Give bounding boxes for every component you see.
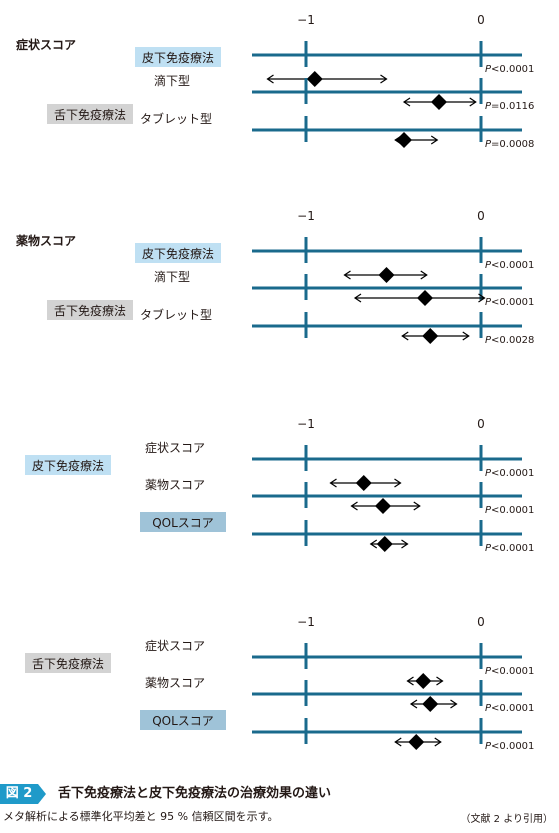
p-value-label: P<0.0001	[485, 741, 534, 752]
group-label-sublingual-box	[47, 104, 133, 124]
tick-label-zero: 0	[477, 615, 485, 629]
estimate-diamond	[396, 132, 412, 148]
ci-arrow-left-icon	[406, 676, 414, 686]
row-label-qol-box	[140, 512, 226, 532]
row-label-qol-box	[140, 710, 226, 730]
group-label-subcutaneous-box	[135, 47, 221, 67]
ci-arrow-left-icon	[353, 293, 362, 303]
row-label: 薬物スコア	[145, 676, 205, 690]
p-value-label: P<0.0001	[485, 703, 534, 714]
estimate-diamond	[417, 290, 433, 306]
estimate-diamond	[375, 498, 391, 514]
group-label-sublingual-box	[47, 300, 133, 320]
group-label-sublingual: 舌下免疫療法	[32, 656, 104, 671]
p-value-label: P<0.0001	[485, 64, 534, 75]
estimate-diamond	[378, 267, 395, 283]
p-value-label: P<0.0001	[485, 297, 534, 308]
estimate-diamond	[355, 475, 372, 491]
ci-arrow-right-icon	[380, 74, 388, 84]
tick-label-zero: 0	[477, 417, 485, 431]
ci-arrow-right-icon	[436, 676, 444, 686]
group-label-subcutaneous-box	[135, 243, 221, 263]
p-value-label: P<0.0001	[485, 260, 534, 271]
figure-source: （文献 2 より引用）	[460, 814, 553, 825]
figure-title: 舌下免疫療法と皮下免疫療法の治療効果の違い	[58, 786, 332, 801]
ci-arrow-left-icon	[402, 97, 411, 107]
p-value-label: P<0.0001	[485, 666, 534, 677]
row-label: 滴下型	[154, 73, 190, 88]
ci-arrow-right-icon	[413, 501, 421, 511]
row-label: タブレット型	[140, 111, 212, 126]
figure-caption: メタ解析による標準化平均差と 95 % 信頼区間を示す。	[3, 810, 279, 823]
ci-arrow-right-icon	[469, 97, 477, 107]
group-label-sublingual: 舌下免疫療法	[54, 107, 126, 122]
ci-arrow-left-icon	[343, 270, 351, 280]
estimate-diamond	[415, 673, 432, 689]
figure-title-bar: 図 2 舌下免疫療法と皮下免疫療法の治療効果の違い	[0, 784, 559, 806]
p-value-label: P<0.0001	[485, 543, 534, 554]
p-value-label: P<0.0001	[485, 468, 534, 479]
tick-label-minus-1: −1	[297, 417, 315, 431]
tick-label-minus-1: −1	[297, 209, 315, 223]
p-value-label: P<0.0001	[485, 505, 534, 516]
row-label: 滴下型	[154, 269, 190, 284]
ci-arrow-left-icon	[329, 478, 337, 488]
ci-arrow-right-icon	[394, 478, 402, 488]
ci-arrow-right-icon	[478, 293, 486, 303]
row-label: 症状スコア	[145, 440, 205, 455]
estimate-diamond	[408, 734, 425, 750]
panel-title: 症状スコア	[16, 37, 76, 52]
ci-arrow-right-icon	[434, 737, 442, 747]
estimate-diamond	[306, 71, 323, 87]
estimate-diamond	[376, 536, 393, 552]
row-label: タブレット型	[140, 307, 212, 322]
estimate-diamond	[431, 94, 447, 110]
ci-arrow-right-icon	[401, 539, 409, 549]
row-label-qol: QOLスコア	[152, 714, 214, 728]
tick-label-zero: 0	[477, 13, 485, 27]
ci-arrow-right-icon	[420, 270, 428, 280]
row-label: 症状スコア	[145, 638, 205, 653]
ci-arrow-left-icon	[369, 539, 378, 549]
tick-label-zero: 0	[477, 209, 485, 223]
ci-arrow-left-icon	[350, 501, 358, 511]
ci-arrow-right-icon	[462, 331, 470, 341]
ci-arrow-right-icon	[430, 135, 439, 145]
row-label-qol: QOLスコア	[152, 516, 214, 530]
row-label: 薬物スコア	[145, 478, 205, 492]
estimate-diamond	[422, 696, 439, 712]
p-value-label: P=0.0116	[485, 101, 534, 112]
tick-label-minus-1: −1	[297, 615, 315, 629]
group-label-sublingual-box	[25, 653, 111, 673]
group-label-subcutaneous: 皮下免疫療法	[32, 458, 104, 473]
group-label-subcutaneous: 皮下免疫療法	[142, 246, 214, 261]
ci-arrow-right-icon	[450, 699, 458, 709]
ci-arrow-left-icon	[401, 331, 409, 341]
ci-arrow-left-icon	[394, 737, 402, 747]
ci-arrow-left-icon	[409, 699, 418, 709]
tick-label-minus-1: −1	[297, 13, 315, 27]
panel-title: 薬物スコア	[16, 233, 76, 248]
estimate-diamond	[422, 328, 439, 344]
group-label-subcutaneous: 皮下免疫療法	[142, 50, 214, 65]
figure-badge-arrow-icon	[38, 784, 46, 804]
figure-number-badge: 図 2	[0, 784, 38, 804]
p-value-label: P<0.0028	[485, 335, 534, 346]
forest-plot-figure: 症状スコア −1 0 P<0.0001 P=0.0116 滴下型 P=0.0008 タブレット…	[16, 13, 534, 752]
group-label-sublingual: 舌下免疫療法	[54, 303, 126, 318]
ci-arrow-left-icon	[266, 74, 274, 84]
group-label-subcutaneous-box	[25, 455, 111, 475]
p-value-label: P=0.0008	[485, 139, 534, 150]
